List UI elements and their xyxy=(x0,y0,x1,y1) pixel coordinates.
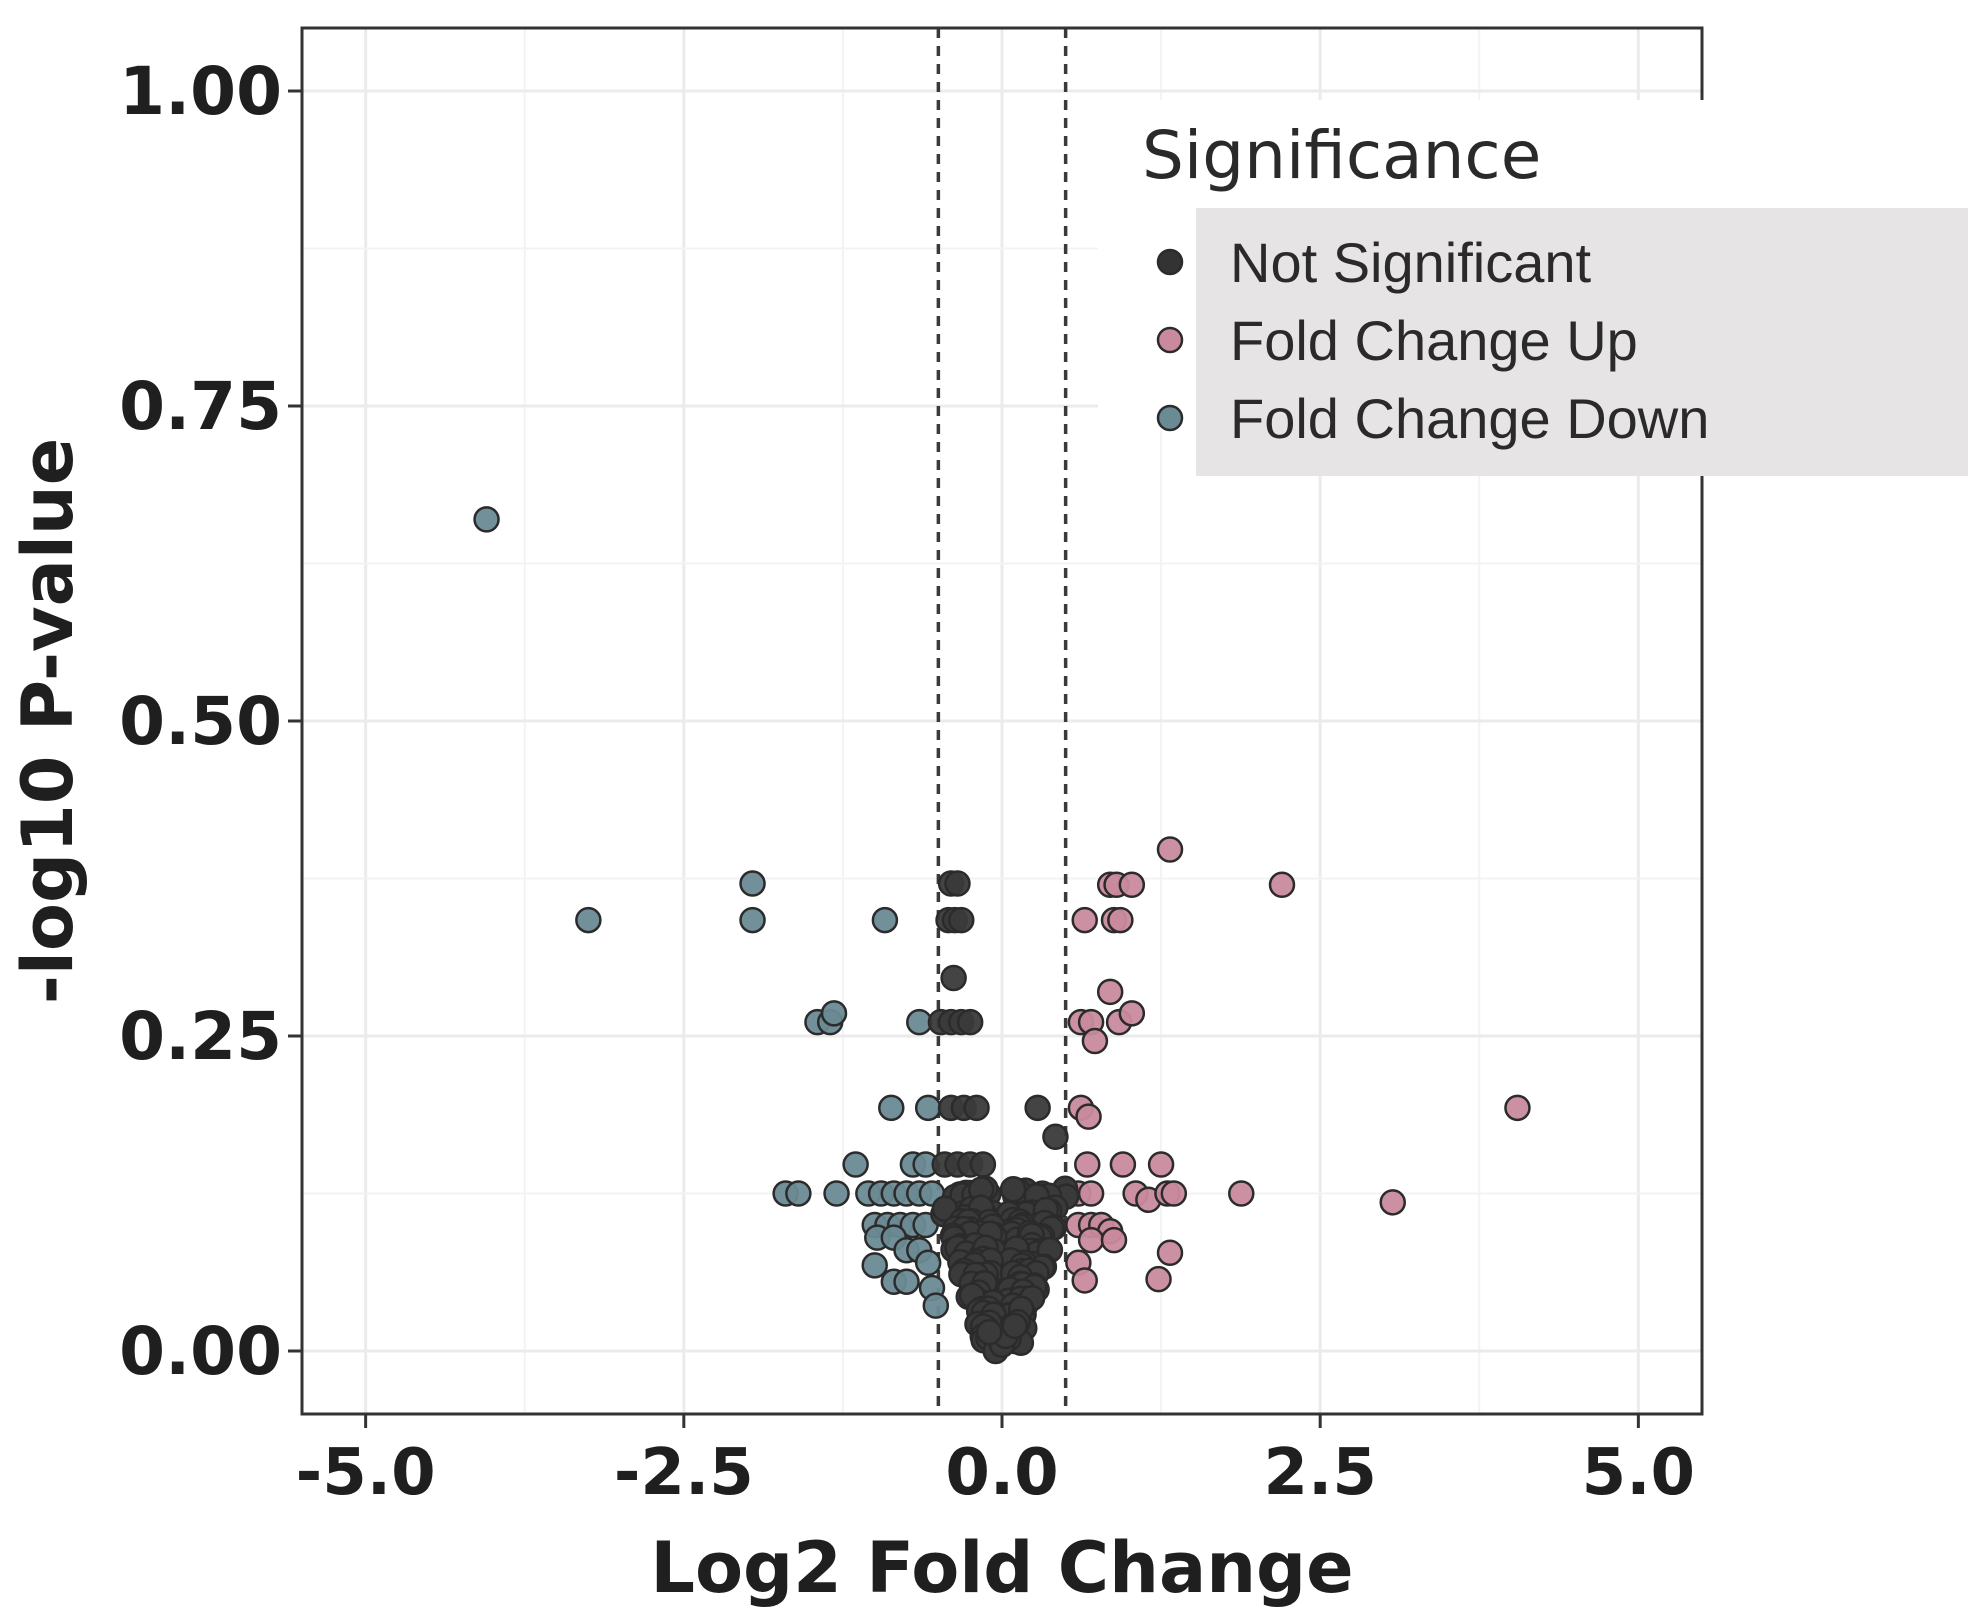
legend-entries: Not Significant Fold Change Up Fold Change… xyxy=(1156,231,1709,450)
y-tick-label: 0.50 xyxy=(119,683,282,760)
point-not-significant xyxy=(963,1094,990,1122)
x-tick-label: 2.5 xyxy=(1263,1436,1376,1510)
legend-label: Fold Change Up xyxy=(1230,309,1638,372)
point-fold-change-up xyxy=(1100,1226,1128,1254)
point-fold-change-up xyxy=(1071,906,1098,934)
point-fold-change-up xyxy=(1107,906,1134,934)
point-fold-change-down xyxy=(922,1292,950,1319)
point-not-significant xyxy=(1001,1312,1028,1340)
point-fold-change-down xyxy=(878,1094,905,1122)
y-tick-label: 0.25 xyxy=(119,998,282,1075)
x-tick-label: -5.0 xyxy=(296,1436,436,1510)
y-tick-label: 0.00 xyxy=(119,1313,282,1390)
point-not-significant xyxy=(948,906,975,934)
data-points xyxy=(473,506,1531,1365)
legend: Significance Not Significant Fold Change … xyxy=(1098,100,1968,476)
x-axis-ticks: -5.0 -2.5 0.0 2.5 5.0 xyxy=(296,1414,1695,1510)
point-fold-change-up xyxy=(1071,1267,1098,1294)
point-fold-change-down xyxy=(823,1180,850,1207)
point-fold-change-up xyxy=(1156,1239,1184,1266)
point-fold-change-up xyxy=(1109,1151,1137,1178)
point-fold-change-up xyxy=(1096,978,1124,1006)
legend-key-fold-change-down xyxy=(1156,404,1184,432)
point-fold-change-down xyxy=(914,1094,942,1122)
point-fold-change-down xyxy=(820,1000,848,1027)
point-not-significant xyxy=(956,1008,984,1036)
x-axis-title: Log2 Fold Change xyxy=(650,1527,1353,1609)
legend-key-fold-change-up xyxy=(1156,326,1184,354)
point-fold-change-down xyxy=(785,1180,812,1207)
x-tick-label: -2.5 xyxy=(614,1436,754,1510)
y-tick-label: 0.75 xyxy=(119,368,282,445)
point-fold-change-down xyxy=(473,506,500,533)
point-not-significant xyxy=(969,1151,997,1178)
point-fold-change-down xyxy=(893,1268,920,1295)
point-not-significant xyxy=(1024,1094,1051,1122)
legend-label: Not Significant xyxy=(1230,231,1592,294)
point-fold-change-down xyxy=(575,906,602,934)
x-tick-label: 5.0 xyxy=(1582,1436,1695,1510)
legend-label: Fold Change Down xyxy=(1230,387,1709,450)
y-tick-label: 1.00 xyxy=(119,53,282,130)
y-axis-title: -log10 P-value xyxy=(7,438,89,1004)
point-fold-change-up xyxy=(1160,1180,1188,1207)
point-fold-change-up xyxy=(1074,1151,1101,1178)
point-not-significant xyxy=(944,870,971,897)
point-fold-change-up xyxy=(1268,871,1296,899)
point-fold-change-up xyxy=(1075,1103,1102,1130)
legend-key-box xyxy=(1196,208,1968,476)
point-fold-change-down xyxy=(739,906,766,934)
point-fold-change-down xyxy=(861,1252,888,1279)
y-axis-ticks: 0.00 0.25 0.50 0.75 1.00 xyxy=(119,53,302,1390)
legend-title: Significance xyxy=(1142,117,1541,194)
x-tick-label: 0.0 xyxy=(945,1436,1058,1510)
point-not-significant xyxy=(999,1175,1027,1203)
point-fold-change-down xyxy=(739,870,766,897)
point-fold-change-up xyxy=(1504,1094,1531,1122)
point-fold-change-up xyxy=(1081,1027,1109,1055)
point-fold-change-up xyxy=(1118,1000,1146,1027)
point-fold-change-up xyxy=(1077,1180,1105,1207)
point-fold-change-up xyxy=(1118,871,1146,899)
point-fold-change-down xyxy=(842,1151,869,1178)
point-fold-change-up xyxy=(1379,1189,1406,1216)
point-fold-change-up xyxy=(1077,1226,1105,1254)
point-fold-change-up xyxy=(1147,1151,1175,1178)
point-fold-change-up xyxy=(1228,1180,1255,1207)
point-fold-change-down xyxy=(871,906,899,934)
point-not-significant xyxy=(1042,1123,1069,1151)
point-not-significant xyxy=(976,1318,1003,1346)
legend-key-not-significant xyxy=(1156,248,1184,276)
point-fold-change-up xyxy=(1145,1265,1172,1293)
point-fold-change-up xyxy=(1156,836,1184,863)
point-fold-change-down xyxy=(914,1249,942,1277)
point-not-significant xyxy=(940,964,967,992)
